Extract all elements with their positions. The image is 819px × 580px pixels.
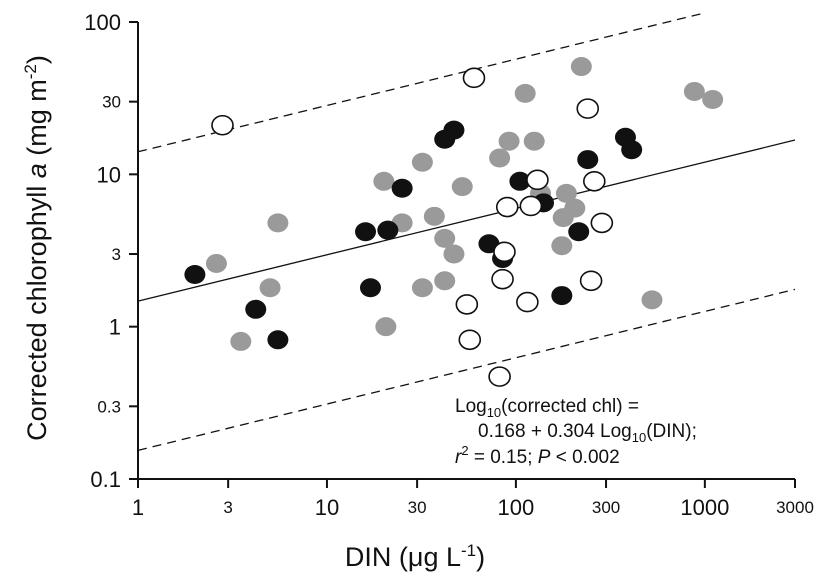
point-gray xyxy=(443,244,465,264)
point-black xyxy=(377,220,399,240)
point-gray xyxy=(641,290,663,310)
point-gray xyxy=(434,228,456,248)
point-gray xyxy=(230,331,252,351)
y-tick-label: 3 xyxy=(112,245,121,264)
point-gray xyxy=(205,253,227,273)
x-tick-label: 100 xyxy=(498,495,535,520)
point-black xyxy=(355,222,377,242)
y-tick-label: 10 xyxy=(97,162,121,187)
point-gray xyxy=(259,278,281,298)
point-open xyxy=(211,114,234,136)
point-open xyxy=(455,294,479,315)
prediction-bound-lower xyxy=(137,288,796,451)
point-gray xyxy=(702,89,724,109)
axes xyxy=(137,22,795,480)
point-gray xyxy=(570,57,592,77)
regression-annotation: Log10(corrected chl) = 0.168 + 0.304 Log… xyxy=(455,396,697,468)
y-axis-title: Corrected chlorophyll a (mg m-2) xyxy=(21,55,52,441)
point-gray xyxy=(267,213,289,233)
annotation-line-1: Log10(corrected chl) = xyxy=(455,396,639,420)
point-gray xyxy=(683,81,705,101)
y-tick-label: 100 xyxy=(84,10,121,35)
point-open xyxy=(590,212,614,234)
point-gray xyxy=(564,198,586,218)
annotation-line-3: r2 = 0.15; P < 0.002 xyxy=(455,443,620,468)
point-black xyxy=(621,140,643,160)
x-tick-label: 10 xyxy=(315,495,339,520)
x-tick-label: 3 xyxy=(223,498,232,517)
point-open xyxy=(458,329,482,351)
ticks: 1 3 10 30 100 300 1000 3000 0.1 0.3 1 3 10 30 100 xyxy=(84,10,814,520)
point-gray xyxy=(373,171,395,191)
point-gray xyxy=(411,152,433,172)
point-gray xyxy=(411,278,433,298)
point-gray xyxy=(551,236,573,256)
point-open xyxy=(493,241,516,263)
point-open xyxy=(576,98,600,119)
point-open xyxy=(462,67,486,89)
point-open xyxy=(491,268,514,290)
point-gray xyxy=(451,177,473,197)
point-black xyxy=(443,120,465,140)
point-gray xyxy=(434,271,456,291)
point-open xyxy=(488,366,511,387)
point-gray xyxy=(489,148,511,168)
point-black xyxy=(391,178,413,198)
x-tick-label: 3000 xyxy=(776,498,814,517)
x-axis-title: DIN (μg L-1) xyxy=(345,541,485,572)
point-gray xyxy=(375,317,397,337)
point-black xyxy=(245,299,267,319)
x-tick-label: 300 xyxy=(592,498,620,517)
y-tick-label: 0.1 xyxy=(90,467,121,492)
point-open xyxy=(579,270,603,292)
point-black xyxy=(577,150,599,170)
point-gray xyxy=(498,131,520,151)
point-black xyxy=(267,330,289,350)
point-gray xyxy=(523,131,545,151)
point-open xyxy=(516,291,539,313)
y-tick-label: 1 xyxy=(109,315,121,340)
point-black xyxy=(551,286,573,306)
x-tick-label: 1000 xyxy=(680,495,729,520)
data-points xyxy=(184,57,724,387)
point-black xyxy=(184,265,206,285)
y-tick-label: 30 xyxy=(102,93,121,112)
point-black xyxy=(568,222,590,242)
regression-line xyxy=(137,139,796,302)
x-tick-label: 30 xyxy=(408,498,427,517)
point-open xyxy=(495,196,519,218)
point-gray xyxy=(514,83,536,103)
point-black xyxy=(359,278,381,298)
y-tick-label: 0.3 xyxy=(97,397,121,416)
point-gray xyxy=(423,206,445,226)
x-tick-label: 1 xyxy=(132,495,144,520)
point-open xyxy=(583,171,606,192)
point-black xyxy=(509,171,531,191)
point-open xyxy=(519,195,543,217)
point-open xyxy=(526,169,549,191)
annotation-line-2: 0.168 + 0.304 Log10(DIN); xyxy=(478,421,697,445)
point-gray xyxy=(555,183,577,203)
